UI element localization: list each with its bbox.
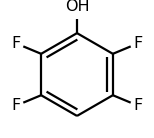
Text: OH: OH — [65, 0, 89, 14]
Text: F: F — [133, 98, 142, 113]
Text: F: F — [133, 36, 142, 51]
Text: F: F — [12, 36, 21, 51]
Text: F: F — [12, 98, 21, 113]
